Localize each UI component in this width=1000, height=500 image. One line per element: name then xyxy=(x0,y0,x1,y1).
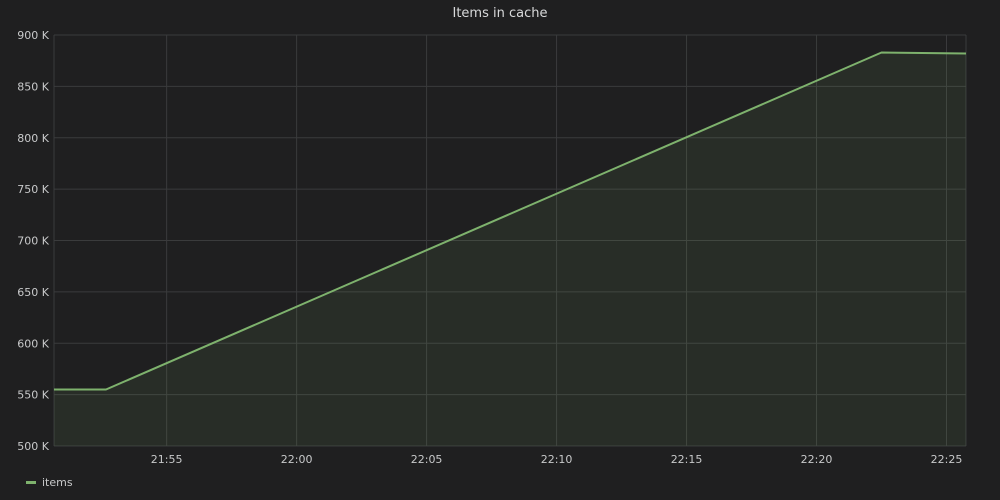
x-tick-label: 21:55 xyxy=(151,453,183,466)
x-tick-label: 22:05 xyxy=(411,453,443,466)
legend-swatch xyxy=(26,481,36,484)
y-tick-label: 850 K xyxy=(17,80,49,93)
y-tick-label: 650 K xyxy=(17,286,49,299)
series-line xyxy=(54,51,967,391)
x-tick-label: 22:00 xyxy=(281,453,313,466)
legend-label[interactable]: items xyxy=(42,476,73,489)
x-tick-label: 22:20 xyxy=(801,453,833,466)
x-tick-label: 22:10 xyxy=(541,453,573,466)
x-tick-label: 22:15 xyxy=(671,453,703,466)
y-tick-label: 750 K xyxy=(17,183,49,196)
y-tick-label: 900 K xyxy=(17,29,49,42)
y-tick-label: 800 K xyxy=(17,132,49,145)
y-tick-label: 550 K xyxy=(17,389,49,402)
x-tick-label: 22:25 xyxy=(931,453,963,466)
y-tick-label: 500 K xyxy=(17,440,49,453)
series-area-fill xyxy=(54,52,966,446)
chart-title: Items in cache xyxy=(452,6,548,21)
legend[interactable]: items xyxy=(26,476,73,489)
y-tick-label: 700 K xyxy=(17,235,49,248)
y-tick-label: 600 K xyxy=(17,337,49,350)
